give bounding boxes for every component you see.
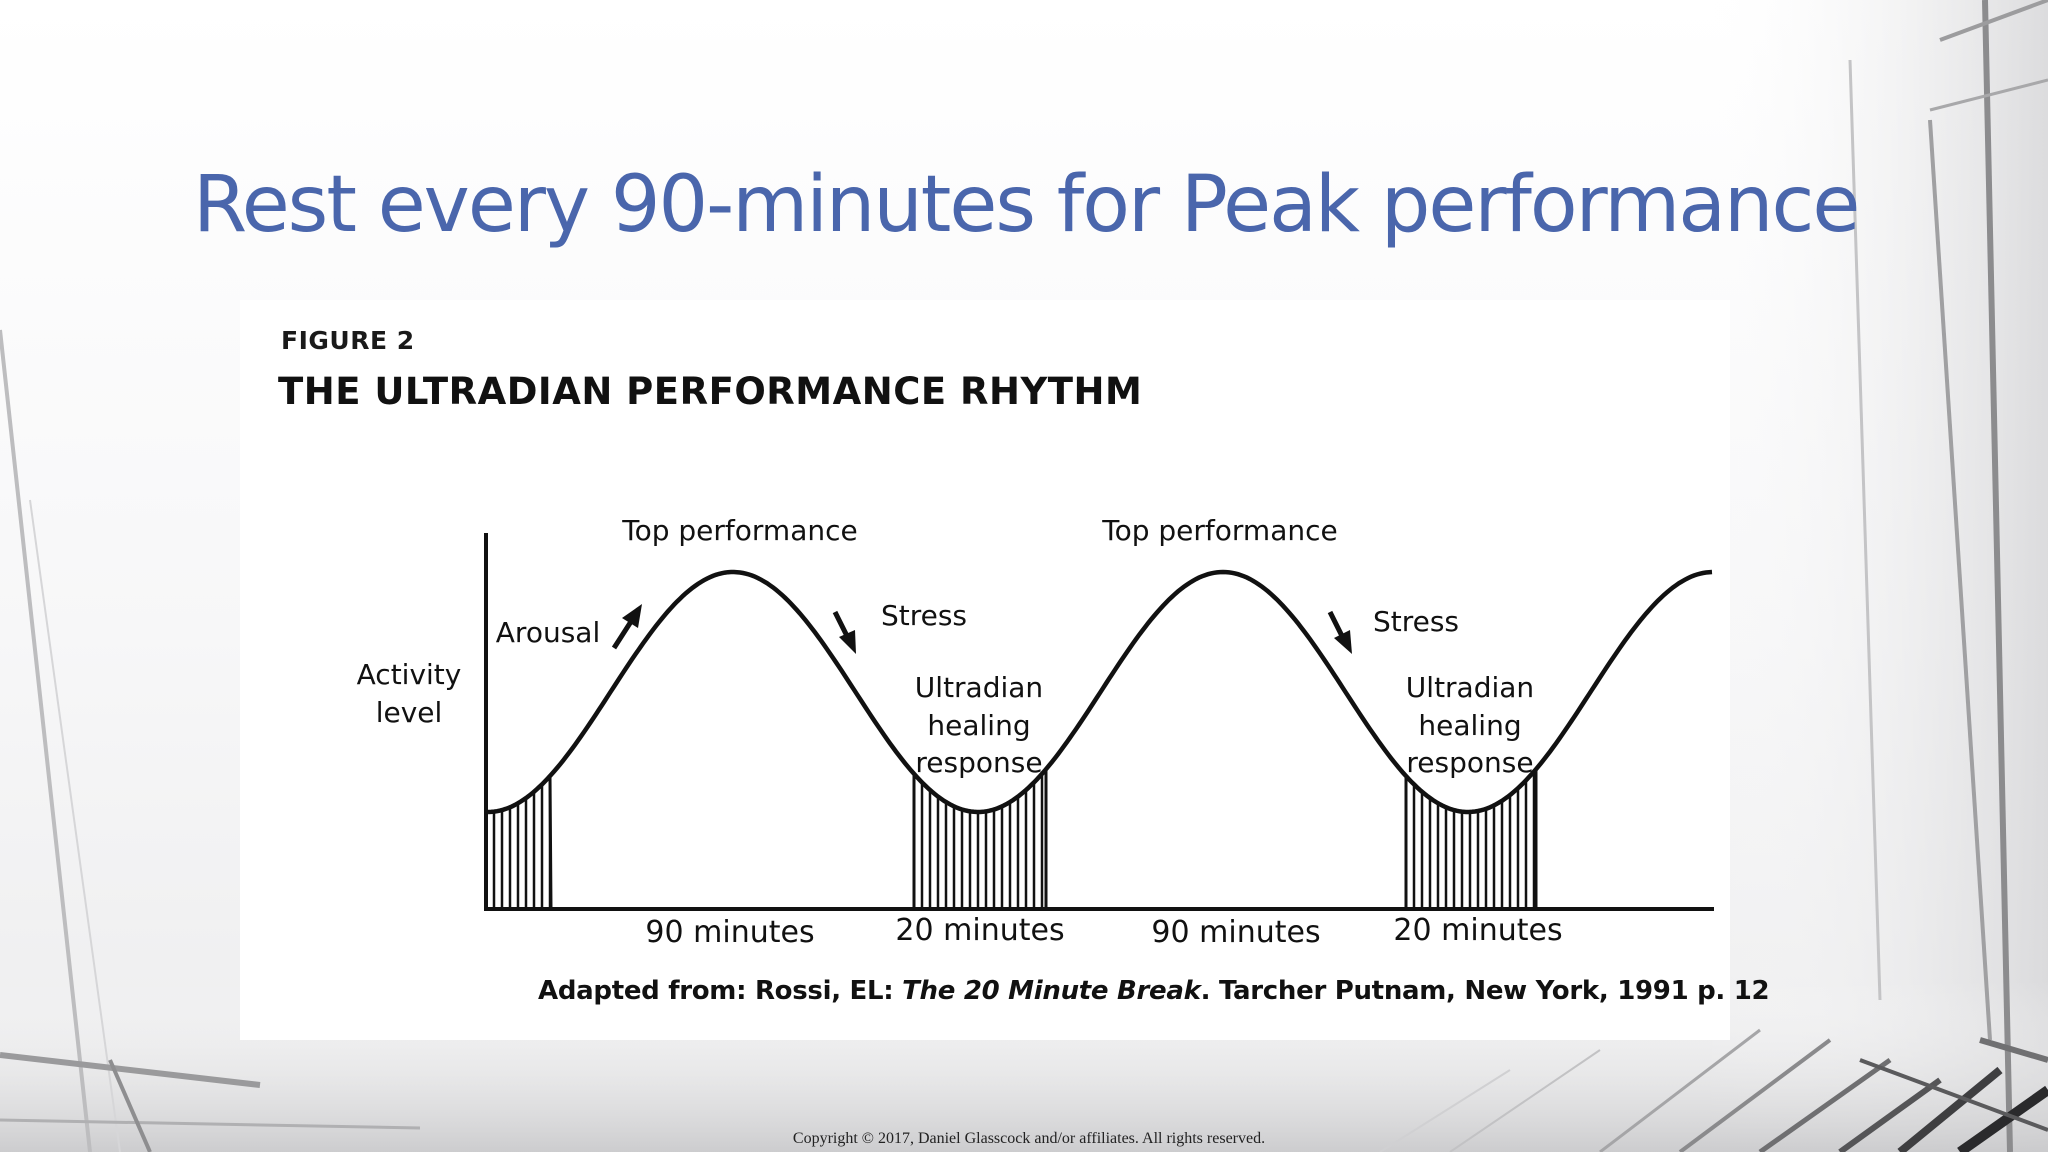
activity-curve [487, 569, 1713, 815]
healing-label-1-line2: healing [927, 709, 1030, 742]
hatch-region-start [486, 776, 551, 909]
hatch-region-rest-2 [1406, 769, 1536, 909]
arousal-arrow [611, 604, 642, 650]
hatch-region-rest-1 [914, 769, 1044, 909]
citation-book-title: The 20 Minute Break [902, 976, 1201, 1006]
healing-label-1-line1: Ultradian [915, 671, 1043, 704]
healing-label-2-line3: response [1406, 746, 1533, 779]
interval-label-90-2: 90 minutes [1151, 915, 1320, 950]
y-axis-label-line2: level [376, 696, 443, 729]
citation: Adapted from: Rossi, EL: The 20 Minute B… [538, 976, 1770, 1006]
y-axis-label-line1: Activity [357, 658, 462, 691]
copyright-notice: Copyright © 2017, Daniel Glasscock and/o… [792, 1130, 1266, 1147]
stress-arrow-1 [832, 610, 856, 654]
figure-panel [240, 300, 1730, 1040]
citation-suffix: . Tarcher Putnam, New York, 1991 p. 12 [1200, 976, 1770, 1006]
interval-label-90-1: 90 minutes [645, 915, 814, 950]
interval-label-20-1: 20 minutes [895, 913, 1064, 948]
interval-label-20-2: 20 minutes [1393, 913, 1562, 948]
arousal-label: Arousal [496, 616, 600, 649]
healing-label-2-line2: healing [1418, 709, 1521, 742]
stress-label-1: Stress [881, 599, 967, 632]
healing-label-2-line1: Ultradian [1406, 671, 1534, 704]
stress-arrow-2 [1327, 610, 1352, 654]
citation-prefix: Adapted from: Rossi, EL: [538, 976, 903, 1006]
healing-label-1-line3: response [915, 746, 1042, 779]
top-performance-label-2: Top performance [1101, 514, 1337, 547]
figure-title: THE ULTRADIAN PERFORMANCE RHYTHM [278, 370, 1143, 413]
top-performance-label-1: Top performance [621, 514, 857, 547]
slide-title: Rest every 90-minutes for Peak performan… [193, 160, 1860, 250]
stress-label-2: Stress [1373, 605, 1459, 638]
figure-label: FIGURE 2 [281, 326, 415, 355]
